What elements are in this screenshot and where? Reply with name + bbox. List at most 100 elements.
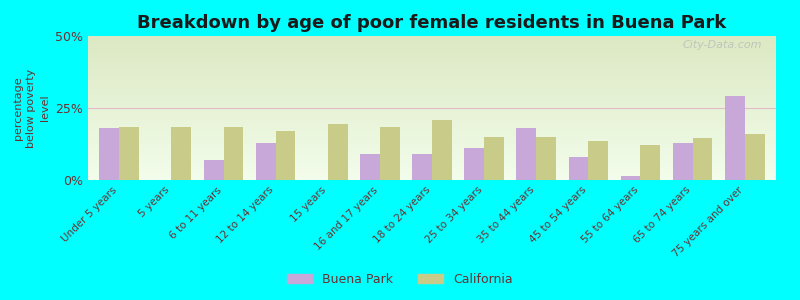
Bar <box>88 121 776 122</box>
Bar <box>88 81 776 82</box>
Bar <box>536 137 556 180</box>
Y-axis label: percentage
below poverty
level: percentage below poverty level <box>13 68 50 148</box>
Bar <box>88 139 776 140</box>
Bar <box>88 165 776 166</box>
Bar <box>641 146 660 180</box>
Bar <box>88 45 776 46</box>
Bar <box>88 77 776 78</box>
Bar <box>88 104 776 105</box>
Bar <box>88 127 776 128</box>
Bar <box>88 156 776 157</box>
Bar <box>88 93 776 94</box>
Legend: Buena Park, California: Buena Park, California <box>282 268 518 291</box>
Bar <box>88 68 776 69</box>
Bar <box>88 91 776 92</box>
Bar <box>88 159 776 160</box>
Bar <box>88 52 776 53</box>
Bar <box>88 179 776 180</box>
Bar <box>88 170 776 171</box>
Bar <box>88 171 776 172</box>
Bar <box>693 138 713 180</box>
Bar <box>484 137 504 180</box>
Bar <box>88 154 776 155</box>
Bar <box>88 82 776 83</box>
Bar <box>88 174 776 175</box>
Bar <box>88 130 776 131</box>
Bar <box>88 145 776 146</box>
Bar <box>88 95 776 96</box>
Bar <box>88 122 776 123</box>
Bar <box>88 166 776 167</box>
Bar <box>88 44 776 45</box>
Bar <box>88 47 776 48</box>
Bar <box>88 134 776 135</box>
Bar <box>88 50 776 51</box>
Bar <box>88 84 776 85</box>
Bar <box>88 117 776 118</box>
Bar <box>569 157 588 180</box>
Bar <box>88 116 776 117</box>
Bar <box>88 64 776 65</box>
Bar <box>88 55 776 56</box>
Bar <box>88 113 776 114</box>
Bar <box>88 97 776 98</box>
Bar <box>99 128 119 180</box>
Bar <box>412 154 432 180</box>
Bar <box>88 129 776 130</box>
Bar <box>88 70 776 71</box>
Bar <box>88 94 776 95</box>
Bar <box>88 155 776 156</box>
Bar <box>88 162 776 163</box>
Bar <box>88 40 776 41</box>
Bar <box>88 103 776 104</box>
Bar <box>725 97 745 180</box>
Bar <box>88 107 776 108</box>
Bar <box>88 88 776 89</box>
Bar <box>88 125 776 126</box>
Bar <box>88 92 776 93</box>
Title: Breakdown by age of poor female residents in Buena Park: Breakdown by age of poor female resident… <box>138 14 726 32</box>
Bar <box>88 175 776 176</box>
Bar <box>88 46 776 47</box>
Bar <box>88 133 776 134</box>
Bar <box>88 90 776 91</box>
Bar <box>88 161 776 162</box>
Bar <box>88 58 776 59</box>
Bar <box>88 99 776 100</box>
Bar <box>88 51 776 52</box>
Bar <box>88 101 776 102</box>
Bar <box>88 59 776 60</box>
Bar <box>88 98 776 99</box>
Bar <box>88 74 776 75</box>
Bar <box>88 85 776 86</box>
Bar <box>88 60 776 61</box>
Bar <box>88 153 776 154</box>
Bar <box>171 127 191 180</box>
Bar <box>88 76 776 77</box>
Bar <box>88 57 776 58</box>
Bar <box>745 134 765 180</box>
Bar <box>88 123 776 124</box>
Bar <box>88 146 776 147</box>
Bar <box>88 108 776 109</box>
Bar <box>88 66 776 67</box>
Bar <box>88 157 776 158</box>
Bar <box>88 120 776 121</box>
Bar <box>88 177 776 178</box>
Bar <box>88 87 776 88</box>
Bar <box>360 154 380 180</box>
Bar <box>673 142 693 180</box>
Bar <box>88 168 776 169</box>
Bar <box>88 160 776 161</box>
Bar <box>88 143 776 144</box>
Bar <box>276 131 295 180</box>
Bar <box>88 43 776 44</box>
Bar <box>88 36 776 37</box>
Bar <box>88 49 776 50</box>
Bar <box>88 158 776 159</box>
Bar <box>88 164 776 165</box>
Bar <box>88 151 776 152</box>
Bar <box>88 124 776 125</box>
Bar <box>88 137 776 138</box>
Bar <box>88 173 776 174</box>
